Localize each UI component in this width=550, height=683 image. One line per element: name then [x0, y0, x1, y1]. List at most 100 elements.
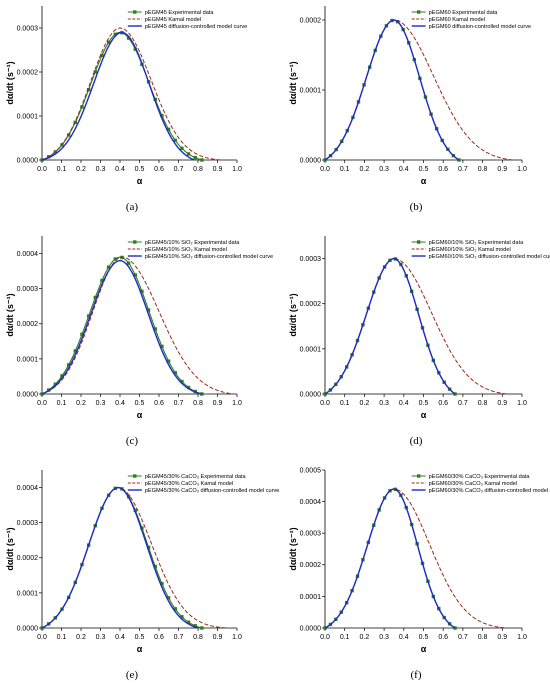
y-tick-label: 0.0000 — [17, 625, 39, 632]
series-line-exp — [41, 31, 203, 161]
x-tick-label: 0.2 — [76, 400, 86, 407]
x-tick-label: 0.0 — [320, 400, 330, 407]
y-tick-label: 0.0002 — [17, 321, 39, 328]
legend-entry: pEGM45/10% SiO₂ Kamal model — [145, 247, 227, 253]
legend-entry: pEGM60/10% SiO₂ Kamal model — [429, 247, 511, 253]
series-line-exp — [324, 258, 456, 395]
x-tick-label: 0.3 — [379, 400, 389, 407]
x-tick-label: 0.8 — [478, 166, 488, 173]
data-point — [166, 359, 171, 363]
data-point — [146, 545, 151, 550]
y-tick-label: 0.0003 — [300, 256, 322, 263]
y-tick-label: 0.0000 — [300, 157, 322, 164]
x-tick-label: 1.0 — [232, 166, 242, 173]
legend-entry: pEGM60/30% CaCO₃ diffusion-controlled mo… — [429, 488, 550, 494]
x-tick-label: 0.8 — [193, 634, 203, 641]
x-tick-label: 0.8 — [193, 166, 203, 173]
x-axis-title: α — [421, 410, 427, 420]
x-tick-label: 0.3 — [379, 634, 389, 641]
x-tick-label: 0.3 — [96, 166, 106, 173]
x-tick-label: 0.9 — [497, 400, 507, 407]
x-tick-label: 0.2 — [360, 400, 370, 407]
x-tick-label: 0.5 — [135, 634, 145, 641]
x-tick-label: 0.5 — [419, 400, 429, 407]
data-point — [146, 308, 151, 312]
data-point — [193, 624, 197, 628]
data-point — [60, 374, 64, 378]
y-tick-label: 0.0002 — [300, 17, 322, 24]
x-axis-title: α — [421, 644, 427, 654]
legend-entry: pEGM45 Kamal model — [145, 17, 201, 23]
x-tick-label: 0.0 — [37, 400, 47, 407]
x-tick-label: 0.6 — [438, 400, 448, 407]
data-point — [160, 113, 164, 118]
x-tick-label: 0.7 — [174, 634, 184, 641]
data-point — [193, 155, 197, 160]
y-tick-label: 0.0000 — [300, 625, 322, 632]
panel-label: (e) — [126, 669, 139, 681]
x-tick-label: 0.0 — [37, 166, 47, 173]
series-line-kamal — [41, 256, 234, 395]
x-tick-label: 0.4 — [115, 400, 125, 407]
legend-entry: pEGM45 Experimental data — [145, 10, 215, 16]
data-point — [73, 120, 78, 125]
data-point — [93, 70, 97, 74]
x-tick-label: 0.6 — [438, 166, 448, 173]
data-point — [200, 626, 204, 630]
legend-entry: pEGM60 diffusion-controlled model curve — [429, 24, 532, 30]
data-point — [173, 138, 177, 142]
y-axis-title: dα/dt (s⁻¹) — [5, 61, 15, 104]
y-tick-label: 0.0001 — [17, 356, 39, 363]
series-line-diff — [324, 257, 456, 395]
x-tick-label: 0.1 — [340, 400, 350, 407]
chart-panel-a: 0.0 0.1 0.2 0.3 0.4 0.5 0.6 0.7 0.8 0.9 1.0 0.0000 0… — [5, 6, 247, 213]
x-axis-title: α — [137, 176, 143, 186]
x-tick-label: 1.0 — [517, 400, 527, 407]
data-point — [100, 53, 104, 58]
legend-entry: pEGM45/30% CaCO₃ Experimental data — [145, 474, 247, 480]
x-tick-label: 0.0 — [320, 166, 330, 173]
panel-label: (f) — [411, 669, 422, 681]
chart-panel-c: 0.0 0.1 0.2 0.3 0.4 0.5 0.6 0.7 0.8 0.9 1.0 0.0000 0… — [5, 236, 273, 447]
legend-marker — [416, 240, 421, 244]
legend-entry: pEGM60 Experimental data — [429, 10, 499, 16]
x-tick-label: 0.9 — [213, 166, 223, 173]
x-tick-label: 0.5 — [135, 400, 145, 407]
x-tick-label: 0.9 — [497, 634, 507, 641]
x-tick-label: 0.4 — [115, 166, 125, 173]
x-axis-title: α — [137, 410, 143, 420]
data-point — [173, 371, 177, 375]
x-tick-label: 0.3 — [96, 400, 106, 407]
x-tick-label: 0.6 — [154, 166, 164, 173]
x-tick-label: 0.0 — [37, 634, 47, 641]
series-line-kamal — [324, 258, 507, 395]
series-line-exp — [324, 19, 460, 161]
y-axis-title: dα/dt (s⁻¹) — [288, 527, 298, 570]
x-tick-label: 0.9 — [497, 166, 507, 173]
x-tick-label: 0.7 — [458, 400, 468, 407]
x-tick-label: 0.8 — [193, 400, 203, 407]
data-point — [133, 47, 137, 51]
y-tick-label: 0.0004 — [17, 485, 39, 492]
y-tick-label: 0.0004 — [17, 251, 39, 258]
legend-entry: pEGM45/10% SiO₂ Experimental data — [145, 240, 240, 246]
series-line-diff — [324, 488, 456, 629]
x-tick-label: 1.0 — [517, 166, 527, 173]
data-point — [180, 379, 184, 384]
y-tick-label: 0.0003 — [17, 286, 39, 293]
legend-marker — [416, 10, 421, 14]
y-axis-title: dα/dt (s⁻¹) — [288, 293, 298, 336]
data-point — [186, 152, 191, 156]
legend-marker — [133, 240, 137, 244]
x-tick-label: 0.1 — [57, 634, 67, 641]
data-point — [186, 620, 191, 624]
data-point — [166, 596, 171, 600]
data-point — [93, 295, 97, 300]
data-point — [453, 392, 457, 396]
x-tick-label: 0.9 — [213, 634, 223, 641]
series-line-diff — [324, 19, 460, 161]
legend-marker — [133, 10, 137, 14]
y-tick-label: 0.0002 — [17, 69, 39, 76]
y-axis-title: dα/dt (s⁻¹) — [5, 293, 15, 336]
chart-panel-e: 0.0 0.1 0.2 0.3 0.4 0.5 0.6 0.7 0.8 0.9 1.0 0.0000 0… — [5, 470, 279, 681]
